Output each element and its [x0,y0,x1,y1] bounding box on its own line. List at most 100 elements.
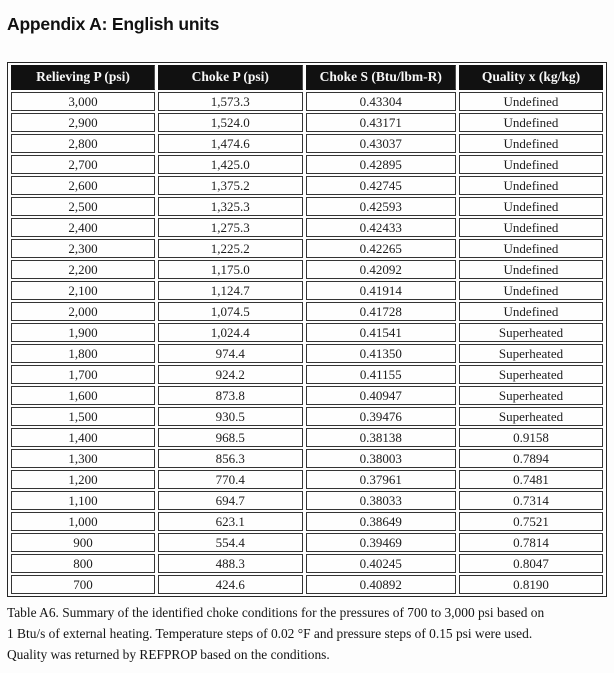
table-row: 800 488.3 0.40245 0.8047 [11,554,603,573]
table-row: 1,000 623.1 0.38649 0.7521 [11,512,603,531]
table-row: 3,000 1,573.3 0.43304 Undefined [11,92,603,111]
table-cell: 2,500 [11,197,155,216]
table-row: 1,900 1,024.4 0.41541 Superheated [11,323,603,342]
table-cell: 1,100 [11,491,155,510]
table-cell: 2,000 [11,302,155,321]
table-cell: Superheated [458,365,603,384]
table-cell: 1,375.2 [158,176,303,195]
table-row: 2,500 1,325.3 0.42593 Undefined [11,197,603,216]
table-cell: Undefined [458,302,603,321]
table-cell: Undefined [458,134,603,153]
table-cell: 0.42593 [305,197,456,216]
table-cell: 700 [11,575,155,594]
table-cell: 0.40892 [305,575,456,594]
table-cell: 1,800 [11,344,155,363]
table-cell: 0.41541 [305,323,456,342]
table-cell: 900 [11,533,155,552]
table-cell: 0.42745 [305,176,456,195]
table-cell: Undefined [458,113,603,132]
table-row: 1,600 873.8 0.40947 Superheated [11,386,603,405]
table-cell: 1,325.3 [158,197,303,216]
table-cell: 0.7521 [458,512,603,531]
table-cell: 1,275.3 [158,218,303,237]
table-cell: 2,300 [11,239,155,258]
table-cell: 1,024.4 [158,323,303,342]
table-row: 1,400 968.5 0.38138 0.9158 [11,428,603,447]
column-header-3: Choke S (Btu/lbm-R) [305,65,456,90]
table-cell: 1,225.2 [158,239,303,258]
page-title: Appendix A: English units [7,14,220,34]
table-cell: Undefined [458,281,603,300]
table-row: 900 554.4 0.39469 0.7814 [11,533,603,552]
table-row: 2,700 1,425.0 0.42895 Undefined [11,155,603,174]
table-cell: 0.7814 [458,533,603,552]
table-cell: 1,600 [11,386,155,405]
column-header-2: Choke P (psi) [158,65,303,90]
table-cell: 0.43171 [305,113,456,132]
table-row: 1,100 694.7 0.38033 0.7314 [11,491,603,510]
table-cell: 1,524.0 [158,113,303,132]
table-row: 2,300 1,225.2 0.42265 Undefined [11,239,603,258]
table-cell: Superheated [458,386,603,405]
table-cell: Undefined [458,92,603,111]
table-cell: 0.42895 [305,155,456,174]
table-cell: 1,000 [11,512,155,531]
table-row: 2,200 1,175.0 0.42092 Undefined [11,260,603,279]
table-row: 700 424.6 0.40892 0.8190 [11,575,603,594]
table-cell: 1,074.5 [158,302,303,321]
table-row: 2,000 1,074.5 0.41728 Undefined [11,302,603,321]
table-cell: 0.41155 [305,365,456,384]
table-cell: Undefined [458,176,603,195]
table-cell: 694.7 [158,491,303,510]
table-cell: 623.1 [158,512,303,531]
table-cell: 968.5 [158,428,303,447]
table-cell: 0.39476 [305,407,456,426]
table-cell: 488.3 [158,554,303,573]
table-header: Relieving P (psi) Choke P (psi) Choke S (B… [11,65,603,90]
table-cell: 0.38033 [305,491,456,510]
column-header-1: Relieving P (psi) [11,65,155,90]
table-cell: 1,700 [11,365,155,384]
document-page: Appendix A: English units Relieving P (p… [0,14,614,665]
table-row: 1,700 924.2 0.41155 Superheated [11,365,603,384]
table-cell: 1,200 [11,470,155,489]
table-cell: Undefined [458,197,603,216]
table-cell: 0.38649 [305,512,456,531]
table-cell: 1,500 [11,407,155,426]
table-cell: 0.40947 [305,386,456,405]
table-cell: 1,175.0 [158,260,303,279]
table-cell: 0.8047 [458,554,603,573]
table-cell: 1,900 [11,323,155,342]
table-cell: Undefined [458,239,603,258]
table-cell: 1,400 [11,428,155,447]
table-cell: 3,000 [11,92,155,111]
table-cell: 0.42433 [305,218,456,237]
table-cell: 2,200 [11,260,155,279]
table-cell: 2,700 [11,155,155,174]
table-body: 3,000 1,573.3 0.43304 Undefined 2,900 1,524.0… [11,92,603,594]
table-cell: 0.7481 [458,470,603,489]
table-cell: 554.4 [158,533,303,552]
table-cell: 0.42092 [305,260,456,279]
table-cell: Undefined [458,260,603,279]
table-row: 1,200 770.4 0.37961 0.7481 [11,470,603,489]
table-cell: Undefined [458,155,603,174]
table-cell: 0.40245 [305,554,456,573]
table-cell: 0.38003 [305,449,456,468]
table-cell: 856.3 [158,449,303,468]
table-cell: Superheated [458,407,603,426]
table-cell: 0.43037 [305,134,456,153]
table-cell: 0.7894 [458,449,603,468]
table-cell: 0.43304 [305,92,456,111]
caption-line: Quality was returned by REFPROP based on… [7,647,330,662]
table-cell: 2,100 [11,281,155,300]
choke-conditions-table: Relieving P (psi) Choke P (psi) Choke S (B… [7,62,607,597]
table-cell: 873.8 [158,386,303,405]
table-cell: 2,800 [11,134,155,153]
table-cell: 1,300 [11,449,155,468]
table-cell: 0.41350 [305,344,456,363]
table-cell: Superheated [458,344,603,363]
table-cell: 1,425.0 [158,155,303,174]
table-row: 1,800 974.4 0.41350 Superheated [11,344,603,363]
table-row: 2,600 1,375.2 0.42745 Undefined [11,176,603,195]
